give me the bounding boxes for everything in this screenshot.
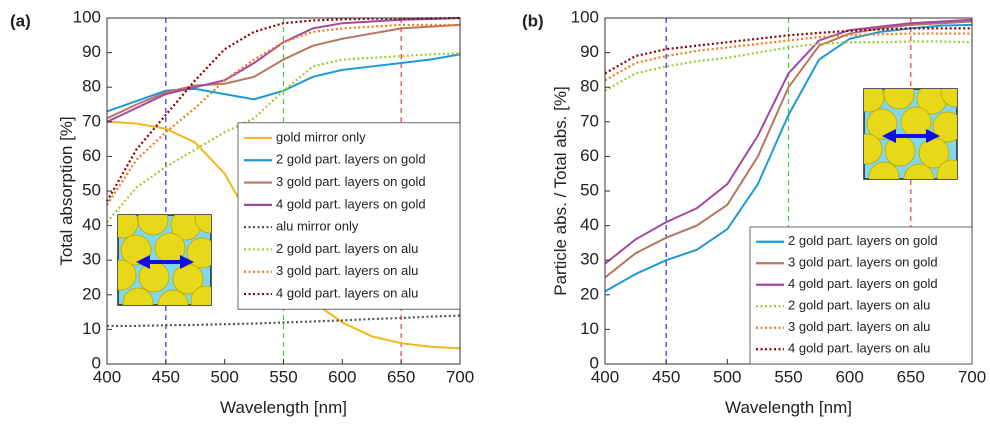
legend-label: 4 gold part. layers on alu	[788, 341, 930, 356]
data-line	[604, 18, 973, 265]
y-tick-label: 40	[82, 215, 101, 234]
legend-label: 4 gold part. layers on alu	[276, 285, 418, 300]
inset-particle	[186, 237, 211, 269]
inset-particle	[864, 133, 883, 165]
legend-label: 4 gold part. layers on gold	[276, 196, 426, 211]
legend-label: 3 gold part. layers on alu	[276, 263, 418, 278]
inset-particle	[868, 161, 900, 179]
inset-particle	[157, 289, 189, 305]
data-line	[604, 32, 972, 82]
x-tick-label: 550	[269, 367, 297, 386]
x-tick-label: 500	[713, 367, 741, 386]
inset-image	[117, 214, 212, 306]
y-tick-label: 100	[571, 7, 599, 26]
legend-label: 2 gold part. layers on alu	[276, 241, 418, 256]
legend-label: 2 gold part. layers on gold	[276, 152, 426, 167]
y-tick-label: 40	[580, 215, 599, 234]
inset-particle	[903, 163, 935, 179]
y-axis-label: Total absorption [%]	[57, 116, 76, 265]
data-line	[106, 17, 461, 123]
inset-particle	[866, 108, 898, 140]
data-line	[106, 52, 461, 223]
legend-label: 2 gold part. layers on gold	[788, 233, 938, 248]
inset-particle	[194, 215, 211, 234]
y-tick-label: 100	[73, 7, 101, 26]
y-tick-label: 80	[580, 77, 599, 96]
inset-particle	[864, 89, 885, 113]
x-tick-label: 600	[328, 367, 356, 386]
panel-label: (a)	[10, 11, 31, 30]
data-line	[604, 40, 973, 92]
y-tick-label: 60	[580, 146, 599, 165]
y-tick-label: 50	[580, 180, 599, 199]
data-line	[107, 314, 461, 328]
inset-particle	[118, 215, 139, 239]
data-line	[106, 53, 461, 113]
data-line	[106, 16, 461, 202]
panel-label: (b)	[522, 11, 544, 30]
data-line	[604, 27, 972, 75]
y-axis-label: Particle abs. / Total abs. [%]	[551, 86, 570, 295]
inset-particle	[120, 234, 152, 266]
inset-particles	[864, 89, 957, 179]
y-tick-label: 0	[92, 353, 101, 372]
x-tick-label: 650	[897, 367, 925, 386]
legend: 2 gold part. layers on gold 3 gold part. …	[749, 226, 973, 365]
x-tick-label: 400	[93, 367, 121, 386]
inset-arrowhead	[136, 255, 194, 269]
y-tick-label: 10	[580, 319, 599, 338]
x-tick-label: 650	[387, 367, 415, 386]
x-tick-label: 450	[152, 367, 180, 386]
x-tick-label: 600	[835, 367, 863, 386]
x-tick-label: 500	[210, 367, 238, 386]
y-tick-label: 30	[82, 250, 101, 269]
x-tick-label: 700	[446, 367, 474, 386]
legend-label: 4 gold part. layers on gold	[788, 276, 938, 291]
inset-particle	[883, 89, 915, 110]
y-tick-label: 20	[580, 284, 599, 303]
x-axis-label: Wavelength [nm]	[220, 398, 347, 417]
legend: gold mirror only 2 gold part. layers on g…	[237, 122, 461, 310]
inset-particle	[884, 135, 916, 167]
inset-particle	[137, 215, 169, 236]
y-tick-label: 20	[82, 284, 101, 303]
y-tick-label: 10	[82, 319, 101, 338]
legend-box	[237, 122, 461, 310]
legend-label: gold mirror only	[276, 129, 366, 144]
inset-particle	[932, 111, 957, 143]
inset-particle	[190, 285, 211, 305]
y-tick-label: 90	[82, 42, 101, 61]
inset-particle	[122, 287, 154, 305]
y-tick-label: 30	[580, 250, 599, 269]
legend-label: 2 gold part. layers on alu	[788, 298, 930, 313]
inset-arrowhead	[882, 129, 940, 143]
inset-image	[863, 88, 958, 180]
inset-particle	[940, 89, 957, 108]
inset-particle	[138, 261, 170, 293]
data-line	[604, 20, 973, 279]
y-tick-label: 0	[590, 353, 599, 372]
y-tick-label: 70	[82, 111, 101, 130]
data-line	[106, 23, 461, 120]
y-tick-label: 50	[82, 180, 101, 199]
inset-particle	[118, 259, 137, 291]
inset-particles	[118, 215, 211, 305]
x-tick-label: 700	[958, 367, 986, 386]
x-tick-label: 450	[652, 367, 680, 386]
x-axis-label: Wavelength [nm]	[725, 398, 852, 417]
legend-label: 3 gold part. layers on alu	[788, 319, 930, 334]
x-tick-label: 550	[774, 367, 802, 386]
inset-particle	[936, 159, 957, 179]
x-tick-label: 400	[591, 367, 619, 386]
y-tick-label: 70	[580, 111, 599, 130]
legend-label: alu mirror only	[276, 219, 359, 234]
legend-label: 3 gold part. layers on gold	[788, 255, 938, 270]
y-tick-label: 90	[580, 42, 599, 61]
legend-box	[749, 226, 973, 365]
legend-label: 3 gold part. layers on gold	[276, 174, 426, 189]
y-tick-label: 80	[82, 77, 101, 96]
y-tick-label: 60	[82, 146, 101, 165]
